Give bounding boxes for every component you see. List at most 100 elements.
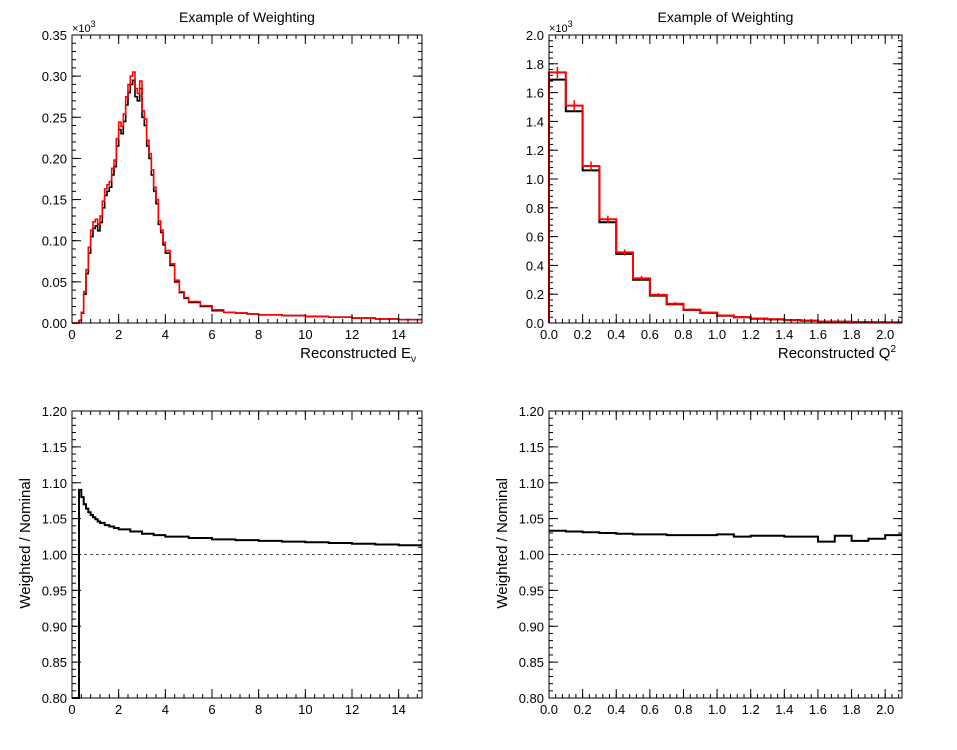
x-axis-label-subscript: ν bbox=[411, 354, 416, 365]
y-tick-label: 0.35 bbox=[42, 28, 67, 43]
series-weighted-line bbox=[72, 71, 422, 324]
x-tick-label: 10 bbox=[298, 702, 312, 717]
y-tick-label: 1.4 bbox=[526, 114, 544, 129]
y-tick-label: 0.95 bbox=[519, 583, 544, 598]
y-tick-label: 0.05 bbox=[42, 275, 67, 290]
y-tick-label: 1.0 bbox=[526, 172, 544, 187]
axis-exponent: ×103 bbox=[549, 19, 573, 35]
x-tick-label: 0.2 bbox=[574, 702, 592, 717]
y-tick-label: 2.0 bbox=[526, 28, 544, 43]
series-nominal-line bbox=[548, 78, 902, 324]
x-tick-label: 1.6 bbox=[809, 702, 827, 717]
y-tick-label: 1.15 bbox=[519, 440, 544, 455]
chart-bottom-right: 0.0 0.2 0.4 0.6 0.8 1.0 1.2 1.4 1.6 1.8 2.0 0.80 0.8… bbox=[494, 404, 903, 717]
x-tick-label: 1.8 bbox=[843, 702, 861, 717]
y-tick-label: 1.20 bbox=[519, 404, 544, 419]
x-axis-label: Reconstructed Q2 bbox=[778, 344, 897, 362]
y-tick-label: 0.4 bbox=[526, 258, 544, 273]
y-tick-label: 1.20 bbox=[42, 404, 67, 419]
x-tick-label: 1.4 bbox=[775, 327, 793, 342]
y-tick-label: 1.6 bbox=[526, 86, 544, 101]
x-axis-label: Reconstructed Eν bbox=[300, 345, 416, 365]
axis-exponent-power: 3 bbox=[91, 19, 96, 29]
axis-exponent-base: ×10 bbox=[72, 23, 91, 35]
y-tick-label: 1.05 bbox=[42, 512, 67, 527]
y-tick-label: 0.00 bbox=[42, 316, 67, 331]
plot-frame bbox=[71, 34, 423, 324]
chart-title: Example of Weighting bbox=[179, 9, 315, 25]
x-tick-label: 4 bbox=[162, 327, 169, 342]
y-tick-label: 1.2 bbox=[526, 143, 544, 158]
x-tick-label: 1.4 bbox=[775, 702, 793, 717]
x-tick-label: 4 bbox=[162, 702, 169, 717]
chart-bottom-left: 0 2 4 6 8 10 12 14 0.80 0.85 0.90 0.95 1.00 1.05 1.10 1… bbox=[17, 404, 423, 717]
y-tick-label: 0.8 bbox=[526, 201, 544, 216]
x-tick-label: 1.6 bbox=[809, 327, 827, 342]
y-tick-label: 0.90 bbox=[42, 619, 67, 634]
chart-title: Example of Weighting bbox=[658, 9, 794, 25]
x-tick-label: 12 bbox=[345, 702, 359, 717]
series-ratio-line bbox=[549, 529, 902, 543]
x-tick-label: 0.4 bbox=[607, 702, 625, 717]
axis-exponent-base: ×10 bbox=[549, 23, 568, 35]
x-tick-label: 12 bbox=[345, 327, 359, 342]
y-tick-label: 1.00 bbox=[42, 548, 67, 563]
axis-exponent-power: 3 bbox=[568, 19, 573, 29]
x-tick-label: 0.8 bbox=[674, 702, 692, 717]
y-tick-label: 1.00 bbox=[519, 548, 544, 563]
y-tick-label: 0.85 bbox=[519, 655, 544, 670]
x-tick-label: 2 bbox=[115, 702, 122, 717]
chart-top-left: Example of Weighting ×103 0 2 4 6 8 10 12 14 0.00 0… bbox=[42, 9, 423, 365]
y-tick-label: 0.80 bbox=[42, 691, 67, 706]
x-tick-label: 0.0 bbox=[540, 327, 558, 342]
y-tick-label: 0.80 bbox=[519, 691, 544, 706]
series-weighted-line bbox=[548, 71, 902, 324]
y-axis-label: Weighted / Nominal bbox=[17, 478, 34, 609]
y-tick-label: 1.15 bbox=[42, 440, 67, 455]
y-tick-label: 0.15 bbox=[42, 193, 67, 208]
x-tick-label: 0.8 bbox=[674, 327, 692, 342]
x-tick-label: 2.0 bbox=[876, 702, 894, 717]
x-axis-label-text: Reconstructed Q bbox=[778, 345, 891, 362]
chart-top-right: Example of Weighting ×103 0.0 0.2 0.4 0.6 0.8 1… bbox=[526, 9, 903, 362]
x-axis-label-text: Reconstructed E bbox=[300, 345, 411, 362]
x-tick-label: 10 bbox=[298, 327, 312, 342]
x-tick-label: 1.2 bbox=[742, 327, 760, 342]
x-tick-label: 2.0 bbox=[876, 327, 894, 342]
plot-frame bbox=[548, 34, 903, 324]
y-tick-label: 0.10 bbox=[42, 234, 67, 249]
x-tick-label: 0.6 bbox=[641, 327, 659, 342]
x-tick-label: 1.0 bbox=[708, 327, 726, 342]
x-tick-label: 14 bbox=[391, 327, 405, 342]
x-tick-label: 6 bbox=[208, 327, 215, 342]
y-tick-label: 1.10 bbox=[42, 476, 67, 491]
y-tick-label: 0.95 bbox=[42, 583, 67, 598]
x-tick-label: 1.2 bbox=[742, 702, 760, 717]
x-tick-label: 0.6 bbox=[641, 702, 659, 717]
x-tick-label: 0 bbox=[68, 702, 75, 717]
y-tick-label: 0.30 bbox=[42, 69, 67, 84]
x-tick-label: 1.0 bbox=[708, 702, 726, 717]
x-tick-label: 0.2 bbox=[574, 327, 592, 342]
x-tick-label: 0.4 bbox=[607, 327, 625, 342]
y-tick-label: 0.85 bbox=[42, 655, 67, 670]
y-tick-label: 0.90 bbox=[519, 619, 544, 634]
x-tick-label: 14 bbox=[391, 702, 405, 717]
x-tick-label: 0 bbox=[68, 327, 75, 342]
x-tick-label: 8 bbox=[255, 702, 262, 717]
y-tick-label: 1.05 bbox=[519, 512, 544, 527]
x-axis-label-superscript: 2 bbox=[890, 344, 896, 355]
series-nominal-line bbox=[72, 79, 422, 324]
axis-exponent: ×103 bbox=[72, 19, 96, 35]
y-tick-label: 0.2 bbox=[526, 287, 544, 302]
y-tick-label: 0.20 bbox=[42, 151, 67, 166]
x-tick-label: 8 bbox=[255, 327, 262, 342]
y-tick-label: 0.6 bbox=[526, 230, 544, 245]
y-tick-label: 0.25 bbox=[42, 110, 67, 125]
y-tick-label: 1.10 bbox=[519, 476, 544, 491]
x-tick-label: 0.0 bbox=[540, 702, 558, 717]
x-tick-label: 2 bbox=[115, 327, 122, 342]
x-tick-label: 1.8 bbox=[843, 327, 861, 342]
x-tick-label: 6 bbox=[208, 702, 215, 717]
